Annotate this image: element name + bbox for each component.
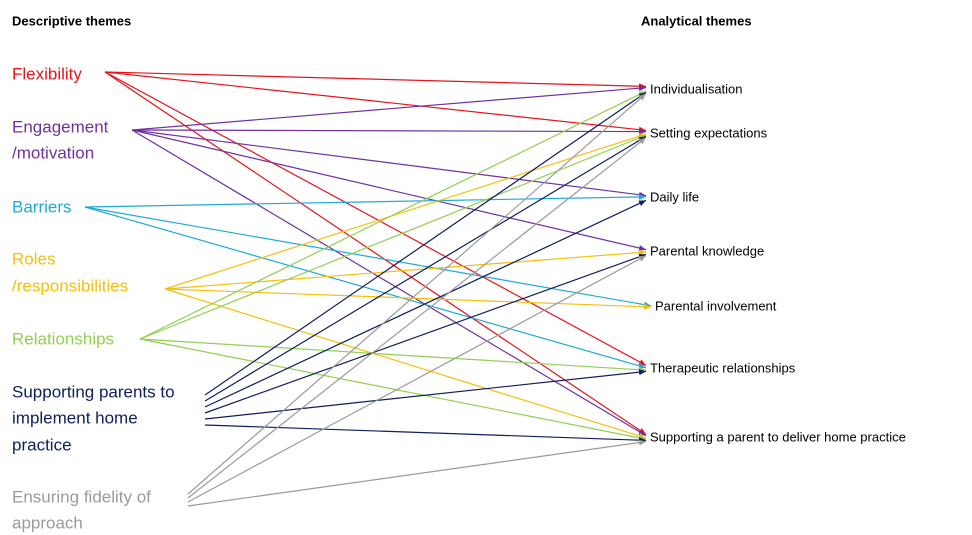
descriptive-theme: Relationships xyxy=(12,329,114,348)
descriptive-theme: Supporting parents to xyxy=(12,382,175,401)
descriptive-theme: approach xyxy=(12,513,83,532)
arrow xyxy=(204,253,647,414)
arrow xyxy=(164,249,647,290)
arrow xyxy=(187,439,647,507)
descriptive-theme: implement home xyxy=(12,408,138,427)
descriptive-theme: Barriers xyxy=(12,197,72,216)
arrow xyxy=(131,129,647,251)
arrow xyxy=(139,134,647,340)
arrow xyxy=(139,338,647,441)
descriptive-theme: practice xyxy=(12,435,72,454)
arrow xyxy=(164,133,647,290)
analytical-theme: Daily life xyxy=(650,189,699,204)
descriptive-theme: Engagement xyxy=(12,117,109,136)
arrow xyxy=(204,135,647,402)
arrow xyxy=(131,128,647,135)
arrow xyxy=(204,369,647,420)
arrow xyxy=(164,288,647,439)
arrow xyxy=(204,199,647,408)
arrow xyxy=(104,71,647,435)
analytical-theme: Setting expectations xyxy=(650,125,768,140)
descriptive-theme: /responsibilities xyxy=(12,276,128,295)
arrow xyxy=(187,137,647,499)
arrow xyxy=(204,91,647,396)
arrow xyxy=(131,129,647,437)
arrow xyxy=(104,71,647,366)
arrow xyxy=(187,93,647,495)
arrow xyxy=(84,206,652,308)
analytical-theme: Parental knowledge xyxy=(650,243,764,258)
analytical-theme: Therapeutic relationships xyxy=(650,360,796,375)
descriptive-theme: Flexibility xyxy=(12,64,82,83)
arrow xyxy=(131,129,647,198)
descriptive-theme: Ensuring fidelity of xyxy=(12,487,151,506)
arrow xyxy=(139,338,647,373)
descriptive-theme: Roles xyxy=(12,249,55,268)
analytical-theme: Parental involvement xyxy=(655,298,777,313)
arrow xyxy=(164,288,652,310)
arrow xyxy=(104,71,647,90)
arrow xyxy=(204,424,647,444)
arrow xyxy=(84,193,647,208)
arrow xyxy=(131,85,647,131)
analytical-theme: Supporting a parent to deliver home prac… xyxy=(650,429,906,444)
arrow xyxy=(187,255,647,503)
arrow xyxy=(84,206,647,369)
arrow xyxy=(104,71,647,133)
descriptive-theme: /motivation xyxy=(12,143,94,162)
right-header: Analytical themes xyxy=(641,13,752,28)
analytical-theme: Individualisation xyxy=(650,81,743,96)
arrow xyxy=(139,90,647,340)
left-header: Descriptive themes xyxy=(12,13,131,28)
